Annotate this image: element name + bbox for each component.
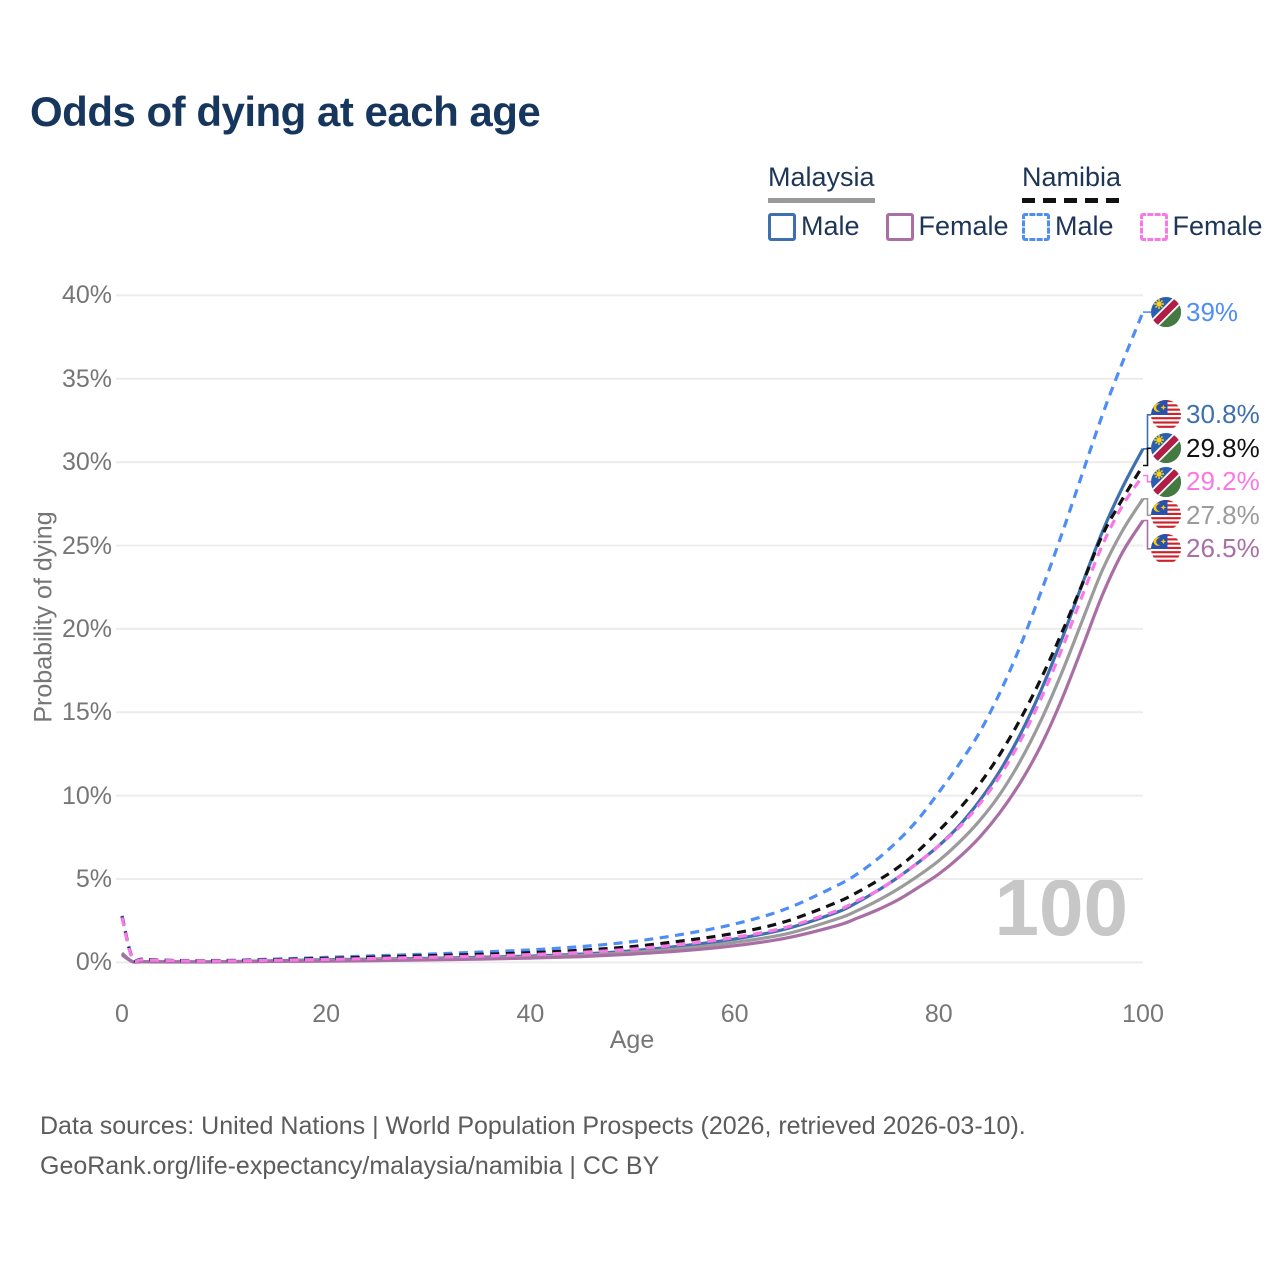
x-axis-title: Age bbox=[609, 1026, 655, 1054]
namibia-flag-icon bbox=[1151, 467, 1181, 497]
legend-group-namibia: Namibia Male Female bbox=[1022, 162, 1263, 242]
x-tick-label: 20 bbox=[312, 1000, 341, 1028]
namibia-flag-icon bbox=[1151, 433, 1181, 463]
legend-label: Male bbox=[801, 211, 860, 241]
y-axis-title: Probability of dying bbox=[29, 511, 58, 723]
x-tick-label: 0 bbox=[115, 1000, 129, 1028]
namibia-male-checkbox[interactable] bbox=[1022, 212, 1050, 241]
legend-label: Female bbox=[918, 211, 1009, 241]
x-tick-label: 100 bbox=[1122, 1000, 1164, 1028]
legend-label: Female bbox=[1172, 211, 1263, 241]
malaysia-line-style-swatch bbox=[768, 198, 875, 203]
x-tick-label: 40 bbox=[516, 1000, 545, 1028]
series-end-label-namibia-female: 29.2% bbox=[1151, 466, 1260, 497]
end-value-label: 39% bbox=[1186, 296, 1239, 327]
y-tick-label: 25% bbox=[61, 531, 112, 560]
end-label-connector bbox=[1143, 414, 1151, 450]
end-value-label: 27.8% bbox=[1186, 499, 1260, 530]
series-end-label-malaysia-female: 26.5% bbox=[1151, 533, 1260, 564]
namibia-female-checkbox[interactable] bbox=[1139, 212, 1168, 241]
y-tick-label: 40% bbox=[61, 281, 112, 310]
series-end-label-namibia-both: 29.8% bbox=[1151, 433, 1260, 463]
legend-item-malaysia-female: Female bbox=[885, 211, 1009, 242]
page-title: Odds of dying at each age bbox=[30, 88, 541, 135]
series-end-label-malaysia-male: 30.8% bbox=[1151, 399, 1260, 430]
end-label-connector bbox=[1143, 447, 1151, 467]
legend-label: Male bbox=[1055, 211, 1114, 241]
end-label-connector bbox=[1143, 498, 1151, 517]
malaysia-female-checkbox[interactable] bbox=[885, 212, 914, 241]
attribution-footer: Data sources: United Nations | World Pop… bbox=[40, 1106, 1026, 1186]
end-value-label: 30.8% bbox=[1186, 399, 1260, 430]
y-tick-label: 0% bbox=[75, 948, 112, 977]
x-tick-label: 80 bbox=[924, 1000, 953, 1028]
y-tick-label: 10% bbox=[61, 781, 112, 810]
series-line-malaysia-male[interactable] bbox=[120, 448, 1145, 964]
data-sources-line: Data sources: United Nations | World Pop… bbox=[40, 1112, 1026, 1140]
legend-item-namibia-female: Female bbox=[1139, 211, 1263, 242]
end-value-label: 29.2% bbox=[1186, 466, 1260, 497]
legend-item-namibia-male: Male bbox=[1022, 211, 1114, 242]
end-label-connector bbox=[1143, 474, 1151, 483]
series-line-malaysia-female[interactable] bbox=[121, 519, 1145, 964]
y-tick-label: 35% bbox=[61, 364, 112, 393]
series-end-label-namibia-male: 39% bbox=[1151, 297, 1238, 327]
series-end-label-malaysia-both: 27.8% bbox=[1151, 500, 1260, 530]
malaysia-flag-icon bbox=[1151, 400, 1181, 430]
end-label-connector bbox=[1143, 519, 1151, 550]
x-tick-label: 60 bbox=[720, 1000, 749, 1028]
series-line-namibia-female[interactable] bbox=[120, 474, 1145, 964]
legend-item-malaysia-male: Male bbox=[768, 211, 860, 242]
y-tick-label: 5% bbox=[75, 865, 112, 894]
legend-country-namibia: Namibia bbox=[1022, 162, 1122, 192]
legend-country-malaysia: Malaysia bbox=[768, 162, 875, 192]
age-cursor-watermark: 100 bbox=[994, 863, 1128, 952]
series-line-malaysia-both-sexes[interactable] bbox=[121, 497, 1145, 964]
malaysia-flag-icon bbox=[1151, 500, 1181, 530]
malaysia-male-checkbox[interactable] bbox=[768, 212, 796, 241]
source-url-line: GeoRank.org/life-expectancy/malaysia/nam… bbox=[40, 1152, 660, 1180]
malaysia-flag-icon bbox=[1151, 534, 1181, 564]
namibia-flag-icon bbox=[1151, 297, 1181, 327]
namibia-line-style-swatch bbox=[1022, 198, 1122, 203]
y-tick-label: 20% bbox=[61, 614, 112, 643]
legend-group-malaysia: Malaysia Male Female bbox=[768, 162, 1009, 242]
y-tick-label: 15% bbox=[61, 698, 112, 727]
end-value-label: 29.8% bbox=[1186, 432, 1260, 463]
y-tick-label: 30% bbox=[61, 448, 112, 477]
series-line-namibia-male[interactable] bbox=[120, 311, 1145, 963]
end-value-label: 26.5% bbox=[1186, 533, 1260, 564]
